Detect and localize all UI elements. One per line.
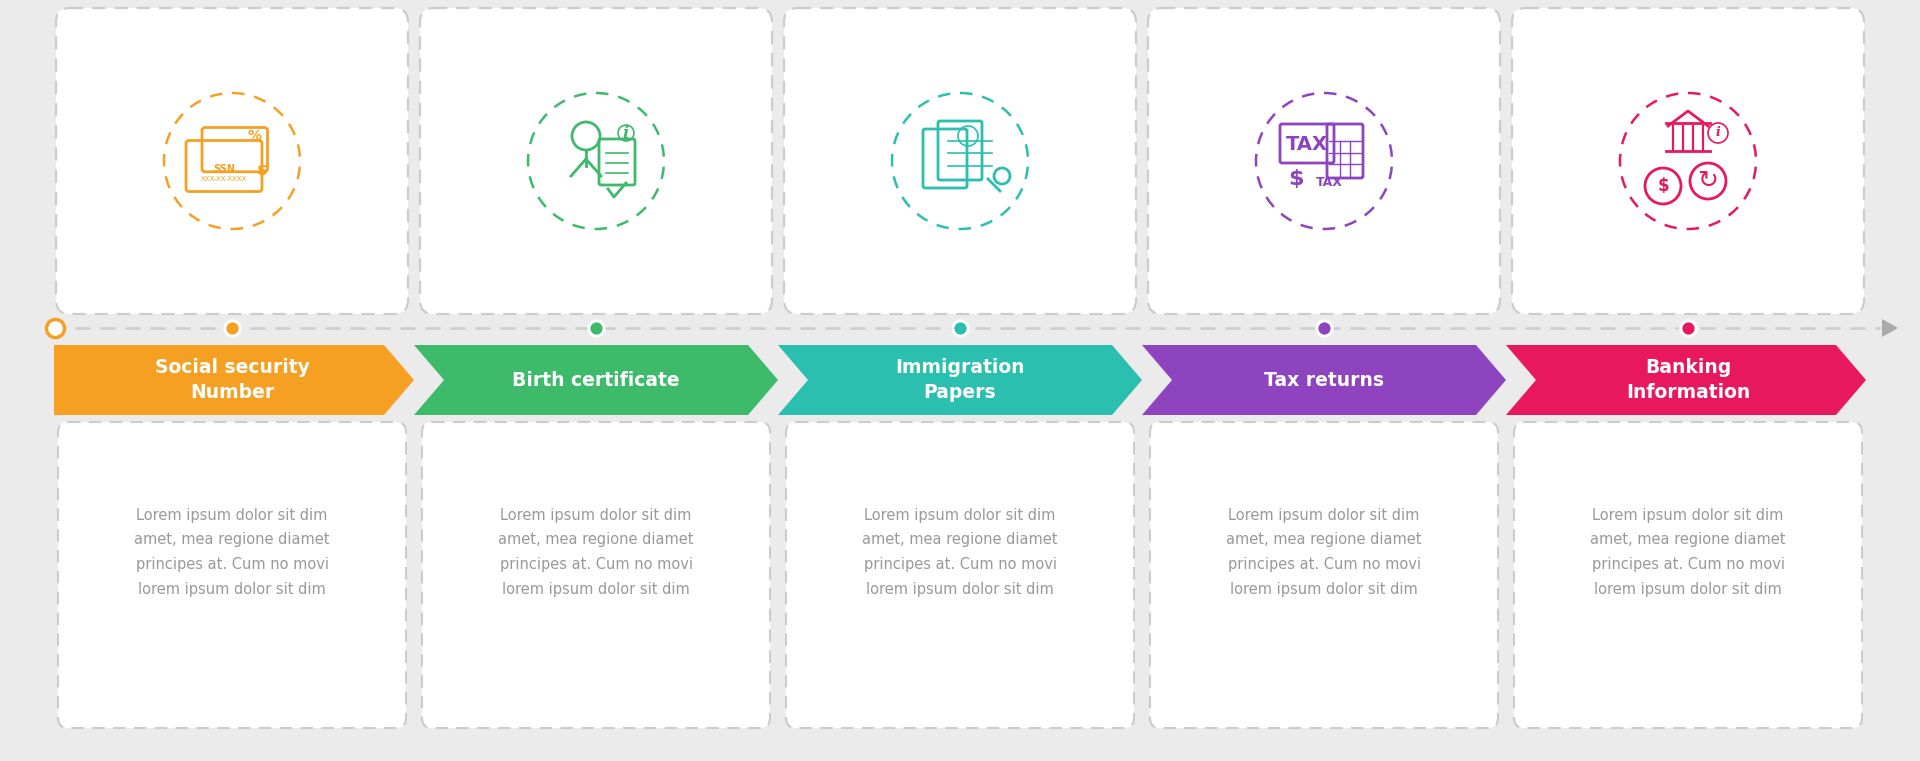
FancyBboxPatch shape <box>1148 8 1500 314</box>
Text: Lorem ipsum dolor sit dim
amet, mea regione diamet
principes at. Cum no movi
lor: Lorem ipsum dolor sit dim amet, mea regi… <box>134 508 330 597</box>
Text: Birth certificate: Birth certificate <box>513 371 680 390</box>
Text: ↻: ↻ <box>1697 169 1718 193</box>
Text: SSN: SSN <box>213 164 234 174</box>
FancyBboxPatch shape <box>420 8 772 314</box>
Text: Lorem ipsum dolor sit dim
amet, mea regione diamet
principes at. Cum no movi
lor: Lorem ipsum dolor sit dim amet, mea regi… <box>1590 508 1786 597</box>
FancyBboxPatch shape <box>56 8 407 314</box>
FancyBboxPatch shape <box>785 422 1135 728</box>
Text: Banking
Information: Banking Information <box>1626 358 1751 402</box>
Text: i: i <box>622 125 630 142</box>
Polygon shape <box>1882 319 1899 337</box>
FancyBboxPatch shape <box>1515 422 1862 728</box>
FancyBboxPatch shape <box>1150 422 1498 728</box>
Polygon shape <box>415 345 778 415</box>
Text: Immigration
Papers: Immigration Papers <box>895 358 1025 402</box>
Text: $: $ <box>1288 169 1304 189</box>
Text: XXX-XX-XXXX: XXX-XX-XXXX <box>202 176 248 182</box>
FancyBboxPatch shape <box>58 422 405 728</box>
Text: %: % <box>248 129 261 143</box>
Text: Lorem ipsum dolor sit dim
amet, mea regione diamet
principes at. Cum no movi
lor: Lorem ipsum dolor sit dim amet, mea regi… <box>862 508 1058 597</box>
Polygon shape <box>54 345 415 415</box>
Polygon shape <box>1505 345 1866 415</box>
Polygon shape <box>778 345 1142 415</box>
Text: Lorem ipsum dolor sit dim
amet, mea regione diamet
principes at. Cum no movi
lor: Lorem ipsum dolor sit dim amet, mea regi… <box>1227 508 1421 597</box>
Text: TAX: TAX <box>1286 135 1329 154</box>
FancyBboxPatch shape <box>1513 8 1864 314</box>
FancyBboxPatch shape <box>783 8 1137 314</box>
Text: $: $ <box>1657 177 1668 195</box>
Polygon shape <box>1142 345 1505 415</box>
Text: Tax returns: Tax returns <box>1263 371 1384 390</box>
Text: $: $ <box>257 164 267 179</box>
Text: i: i <box>1716 126 1720 139</box>
Text: TAX: TAX <box>1315 177 1342 189</box>
Text: Social security
Number: Social security Number <box>156 358 309 402</box>
FancyBboxPatch shape <box>422 422 770 728</box>
Text: Lorem ipsum dolor sit dim
amet, mea regione diamet
principes at. Cum no movi
lor: Lorem ipsum dolor sit dim amet, mea regi… <box>499 508 693 597</box>
